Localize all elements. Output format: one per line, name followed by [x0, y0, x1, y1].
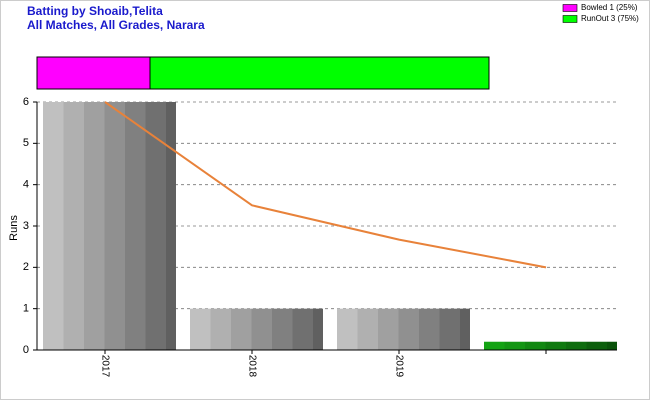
x-tick-label: 2017 — [99, 355, 110, 378]
x-tick-label: 2019 — [393, 355, 404, 378]
x-tick-label: 2018 — [246, 355, 257, 378]
y-tick-label: 4 — [23, 179, 29, 191]
segment — [149, 56, 490, 90]
legend-label: Bowled 1 (25%) — [581, 3, 638, 12]
y-axis-label: Runs — [8, 215, 20, 241]
bar — [190, 308, 323, 350]
y-tick-label: 2 — [23, 261, 29, 273]
segment — [36, 56, 151, 90]
y-tick-label: 6 — [23, 96, 29, 108]
y-tick-label: 3 — [23, 220, 29, 232]
legend-label: RunOut 3 (75%) — [581, 14, 639, 23]
y-tick-label: 0 — [23, 344, 29, 356]
trend-line — [104, 101, 547, 269]
legend-swatch — [562, 4, 578, 12]
chart-subtitle: All Matches, All Grades, Narara — [27, 18, 205, 32]
bar — [484, 341, 617, 350]
bar — [43, 102, 176, 350]
chart-title: Batting by Shoaib,Telita — [27, 4, 163, 18]
bar — [337, 308, 470, 350]
y-tick-label: 1 — [23, 303, 29, 315]
legend-swatch — [562, 15, 578, 23]
y-tick-label: 5 — [23, 137, 29, 149]
